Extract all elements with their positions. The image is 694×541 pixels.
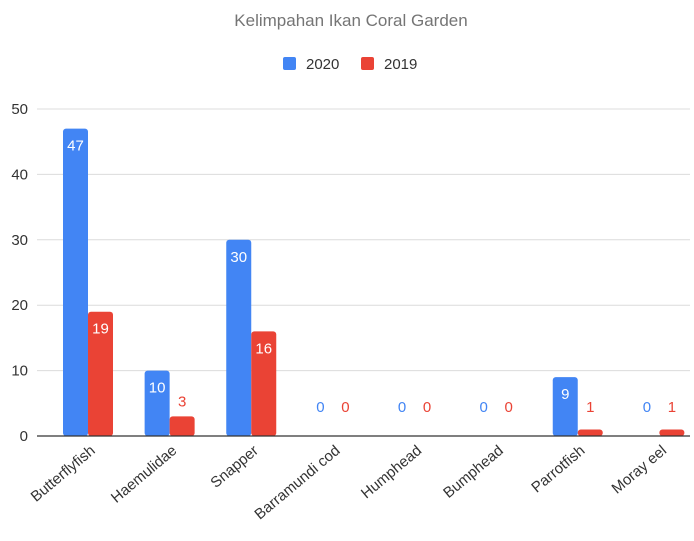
- y-tick-label-50: 50: [11, 101, 28, 118]
- bar-2019-moray-eel: [659, 429, 685, 436]
- y-tick-label-30: 30: [11, 232, 28, 249]
- bar-2019-snapper: [251, 331, 277, 436]
- bars: [63, 128, 685, 436]
- y-tick-label-40: 40: [11, 166, 28, 183]
- x-tick-label-snapper: Snapper: [207, 442, 261, 491]
- x-tick-label-humphead: Humphead: [358, 442, 425, 502]
- data-label-2020-butterflyfish: 47: [67, 138, 84, 155]
- legend-swatch-2019: [361, 57, 374, 70]
- legend-label-2019: 2019: [384, 56, 417, 73]
- x-tick-label-moray-eel: Moray eel: [609, 442, 670, 497]
- y-tick-label-10: 10: [11, 363, 28, 380]
- chart-title: Kelimpahan Ikan Coral Garden: [234, 11, 467, 30]
- x-tick-label-butterflyfish: Butterflyfish: [28, 442, 99, 505]
- x-tick-label-haemulidae: Haemulidae: [108, 442, 180, 506]
- legend-swatch-2020: [283, 57, 296, 70]
- data-label-2020-snapper: 30: [230, 249, 247, 266]
- y-tick-label-20: 20: [11, 297, 28, 314]
- data-label-2019-bumphead: 0: [504, 399, 512, 416]
- bar-2019-parrotfish: [577, 429, 603, 436]
- legend: 2020 2019: [283, 56, 417, 73]
- data-label-2020-haemulidae: 10: [149, 380, 166, 397]
- y-axis: 0 10 20 30 40 50: [11, 101, 28, 445]
- data-label-2019-haemulidae: 3: [178, 393, 186, 410]
- bar-2020-butterflyfish: [63, 128, 88, 436]
- data-label-2019-barramundi-cod: 0: [341, 399, 349, 416]
- data-label-2020-humphead: 0: [398, 399, 406, 416]
- legend-label-2020: 2020: [306, 56, 339, 73]
- data-label-2019-parrotfish: 1: [586, 399, 594, 416]
- gridlines: [37, 108, 690, 372]
- x-tick-label-parrotfish: Parrotfish: [528, 442, 588, 496]
- data-label-2020-bumphead: 0: [479, 399, 487, 416]
- x-tick-label-bumphead: Bumphead: [440, 442, 507, 502]
- data-label-2020-barramundi-cod: 0: [316, 399, 324, 416]
- bar-2020-haemulidae: [144, 370, 170, 436]
- data-label-2019-moray-eel: 1: [668, 399, 676, 416]
- data-label-2019-snapper: 16: [255, 340, 272, 357]
- x-tick-label-barramundi-cod: Barramundi cod: [251, 442, 343, 523]
- data-label-2020-moray-eel: 0: [643, 399, 651, 416]
- bar-2019-butterflyfish: [88, 311, 113, 436]
- bar-2019-haemulidae: [169, 416, 195, 436]
- bar-2020-snapper: [226, 239, 252, 436]
- x-axis: Butterflyfish Haemulidae SnapperBarramundi…: [28, 435, 690, 523]
- data-label-2019-humphead: 0: [423, 399, 431, 416]
- data-label-2019-butterflyfish: 19: [92, 321, 109, 338]
- data-label-2020-parrotfish: 9: [561, 386, 569, 403]
- y-tick-label-0: 0: [20, 428, 28, 445]
- bar-2020-parrotfish: [552, 377, 578, 436]
